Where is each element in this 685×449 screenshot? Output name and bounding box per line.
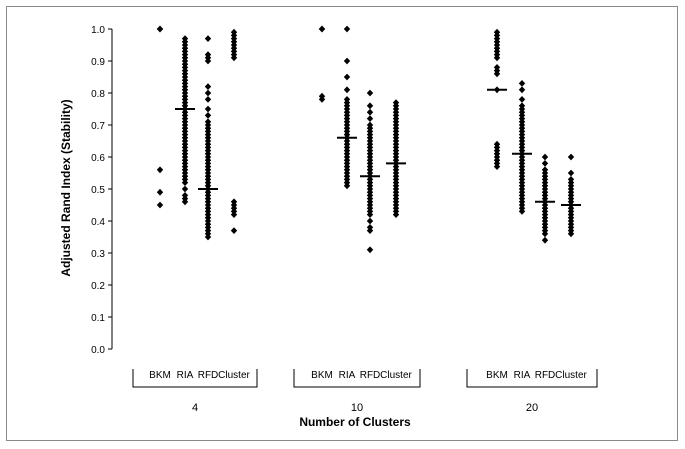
y-axis-label: Adjusted Rand Index (Stability) [59, 99, 73, 276]
y-tick-label: 0.5 [91, 185, 105, 196]
data-point [156, 166, 164, 174]
data-point [230, 54, 238, 62]
data-point [343, 182, 351, 190]
method-label: BKM [149, 370, 171, 381]
method-label: RIA [339, 370, 356, 381]
group-label: 10 [351, 402, 363, 414]
data-point [366, 246, 374, 254]
data-point [493, 54, 501, 62]
data-point [366, 211, 374, 218]
method-label: RFD [535, 370, 556, 381]
data-point [181, 198, 189, 206]
group-bracket [466, 369, 598, 388]
x-axis-label: Number of Clusters [299, 415, 411, 429]
method-label: Cluster [380, 370, 412, 381]
data-point [541, 153, 549, 161]
data-point [204, 105, 212, 113]
data-point [366, 102, 374, 110]
data-point [204, 89, 212, 97]
data-point [318, 96, 326, 103]
chart-frame [6, 6, 678, 441]
data-point [392, 211, 400, 218]
data-point [230, 211, 238, 218]
data-point [204, 233, 212, 241]
data-point [366, 108, 374, 116]
data-point [493, 163, 501, 170]
data-point [541, 160, 549, 167]
data-point [366, 89, 374, 97]
data-point [156, 201, 164, 209]
data-point [518, 208, 526, 215]
group-label: 20 [526, 402, 538, 414]
data-points [156, 25, 575, 254]
data-point [541, 230, 549, 238]
method-label: BKM [311, 370, 333, 381]
data-point [204, 57, 212, 65]
data-point [318, 25, 326, 33]
y-tick-label: 0.8 [91, 89, 105, 100]
method-label: RFD [360, 370, 381, 381]
data-point [366, 115, 374, 122]
y-tick-label: 0.7 [91, 121, 105, 132]
data-point [230, 227, 238, 234]
data-point [567, 230, 575, 238]
data-point [518, 80, 526, 87]
group-bracket [293, 369, 421, 388]
data-point [156, 25, 164, 33]
y-tick-label: 0.6 [91, 153, 105, 164]
method-label: Cluster [555, 370, 587, 381]
median-markers [175, 88, 581, 206]
data-point [518, 86, 526, 94]
method-label: BKM [486, 370, 508, 381]
method-label: RIA [177, 370, 194, 381]
data-point [181, 179, 189, 186]
data-point [366, 217, 374, 225]
data-point [204, 83, 212, 90]
axes [108, 28, 113, 350]
method-label: RFD [198, 370, 219, 381]
data-point [567, 153, 575, 161]
y-tick-label: 0.0 [91, 345, 105, 356]
data-point [567, 169, 575, 177]
method-label: Cluster [218, 370, 250, 381]
data-point [156, 188, 164, 196]
y-tick-label: 0.2 [91, 281, 105, 292]
data-point [493, 70, 501, 78]
data-point [181, 185, 189, 193]
y-tick-label: 0.3 [91, 249, 105, 260]
group-bracket [132, 369, 258, 388]
data-point [204, 35, 212, 42]
method-label: RIA [514, 370, 531, 381]
data-point [343, 25, 351, 33]
group-label: 4 [192, 402, 198, 414]
y-tick-label: 0.1 [91, 313, 105, 324]
data-point [343, 86, 351, 94]
data-point [366, 227, 374, 234]
y-tick-label: 0.9 [91, 57, 105, 68]
data-point [343, 73, 351, 81]
data-point [204, 96, 212, 103]
y-tick-label: 0.4 [91, 217, 105, 228]
data-point [204, 112, 212, 119]
y-tick-label: 1.0 [91, 25, 105, 36]
y-tick-labels: 0.0 0.1 0.2 0.3 0.4 0.5 0.6 0.7 0.8 0.9 1.0 [91, 25, 105, 356]
data-point [541, 236, 549, 244]
data-point [343, 57, 351, 65]
data-point [518, 96, 526, 103]
